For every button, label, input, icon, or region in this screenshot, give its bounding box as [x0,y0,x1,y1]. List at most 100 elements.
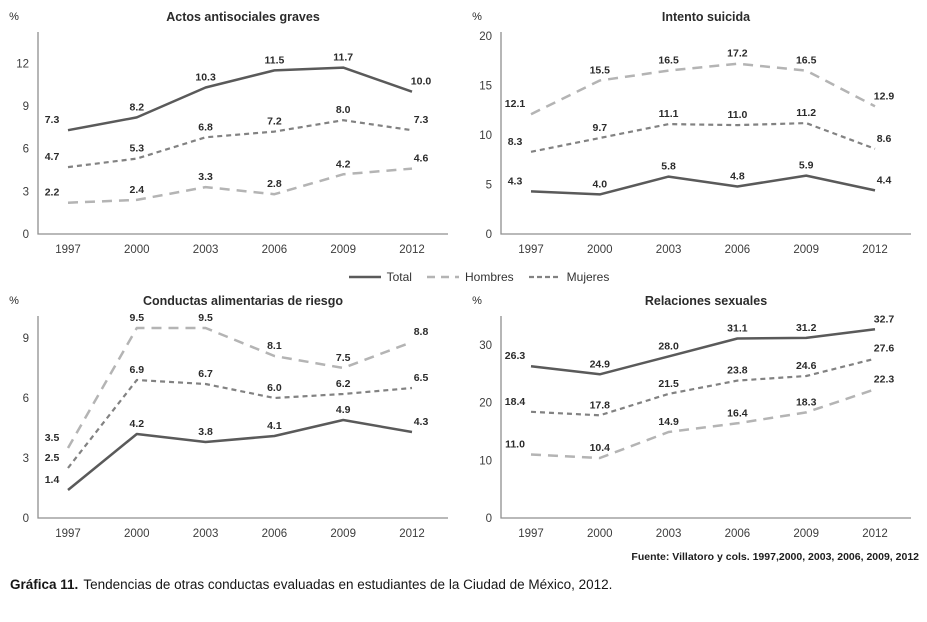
data-point-label: 15.5 [590,65,611,77]
data-point-label: 6.7 [198,368,213,380]
data-point-label: 31.2 [796,322,817,334]
data-point-label: 11.1 [659,108,679,120]
x-tick-label: 1997 [55,244,81,256]
legend: Total Hombres Mujeres [30,264,927,290]
data-point-label: 28.0 [658,340,679,352]
data-point-label: 4.7 [45,151,60,163]
chart-title: Relaciones sexuales [645,294,767,308]
data-point-label: 4.0 [592,178,607,190]
data-point-label: 7.3 [45,114,60,126]
data-point-label: 2.8 [267,178,282,190]
data-point-label: 5.3 [129,143,144,155]
y-tick-label: 12 [16,58,29,70]
data-point-label: 4.8 [730,170,745,182]
x-tick-label: 2009 [793,528,819,540]
data-point-label: 22.3 [874,373,895,385]
series-line-mujeres [530,357,876,417]
data-point-label: 9.5 [129,312,144,324]
x-tick-label: 2012 [862,528,888,540]
data-point-label: 3.8 [198,426,213,438]
axes [500,316,911,519]
y-tick-label: 3 [23,186,29,198]
data-point-label: 17.8 [590,399,611,411]
y-tick-label: 6 [23,144,29,156]
y-tick-label: 20 [479,398,492,410]
top-charts-row: Actos antisociales graves% 0 3 6 9 12 1997 2000… [0,6,927,264]
chart-conductas-alimentarias-de-riesgo: Conductas alimentarias de riesgo% 0 3 6 9 199… [9,294,448,540]
x-tick-label: 2012 [862,244,888,256]
data-point-label: 7.2 [267,116,282,128]
data-point-label: 4.1 [267,420,282,432]
data-point-label: 27.6 [874,343,895,355]
chart-actos-antisociales-graves: Actos antisociales graves% 0 3 6 9 12 1997 2000… [9,10,448,256]
y-axis-unit: % [472,295,482,307]
y-tick-label: 20 [479,31,492,43]
caption-label: Gráfica 11. [10,577,79,592]
data-point-label: 5.8 [661,161,676,173]
series-line-hombres [67,167,413,204]
data-point-label: 21.5 [658,378,679,390]
data-point-label: 11.0 [505,439,525,451]
x-tick-label: 2006 [262,244,288,256]
data-point-label: 32.7 [874,313,895,325]
y-axis-unit: % [472,11,482,23]
y-tick-label: 10 [479,130,492,142]
data-point-label: 6.5 [414,372,429,384]
data-point-label: 2.5 [45,452,60,464]
legend-item-hombres: Hombres [426,270,514,284]
data-point-label: 4.4 [877,174,892,186]
axes [500,32,911,235]
figure-caption: Gráfica 11. Tendencias de otras conductas… [0,563,927,592]
data-point-label: 1.4 [45,474,60,486]
series-line-mujeres [530,121,876,153]
data-point-label: 31.1 [727,323,748,335]
data-point-label: 4.3 [414,416,429,428]
x-tick-label: 2012 [399,244,425,256]
caption-text: Tendencias de otras conductas evaluadas … [83,577,613,592]
y-tick-label: 5 [486,179,492,191]
y-axis-unit: % [9,11,19,23]
x-tick-label: 2006 [262,528,288,540]
x-tick-label: 2003 [193,528,219,540]
y-tick-label: 0 [23,513,29,525]
series-line-total [530,174,876,196]
x-tick-label: 1997 [55,528,81,540]
axes [37,32,448,235]
data-point-label: 10.3 [195,71,216,83]
x-tick-label: 2006 [725,528,751,540]
data-point-label: 11.5 [264,54,284,66]
data-point-label: 8.0 [336,104,351,116]
x-tick-label: 2009 [330,244,356,256]
chart-title: Conductas alimentarias de riesgo [143,294,343,308]
x-tick-label: 2000 [587,528,613,540]
data-point-label: 3.3 [198,171,213,183]
series-line-total [67,66,413,132]
x-tick-label: 2003 [193,244,219,256]
data-point-label: 11.2 [796,107,816,119]
legend-item-total: Total [348,270,412,284]
data-point-label: 4.6 [414,153,429,165]
data-point-label: 2.4 [129,184,144,196]
data-point-label: 4.2 [129,418,144,430]
data-point-label: 8.2 [129,101,144,113]
x-tick-label: 2000 [124,244,150,256]
series-line-total [530,328,876,376]
x-tick-label: 2000 [124,528,150,540]
y-tick-label: 3 [23,453,29,465]
y-tick-label: 15 [479,80,492,92]
data-point-label: 9.7 [592,122,607,134]
data-point-label: 16.5 [658,55,679,67]
legend-label: Mujeres [566,270,610,284]
data-point-label: 6.8 [198,121,213,133]
legend-line-sample-short-dash [528,275,561,279]
series-line-mujeres [67,378,413,469]
chart-title: Intento suicida [662,10,751,24]
data-point-label: 23.8 [727,365,748,377]
x-tick-label: 2006 [725,244,751,256]
legend-line-sample-long-dash [426,275,459,279]
legend-line-sample-solid [348,275,381,279]
series-line-hombres [66,326,413,449]
data-point-label: 5.9 [799,160,814,172]
y-tick-label: 0 [486,229,492,241]
data-point-label: 17.2 [727,48,748,60]
